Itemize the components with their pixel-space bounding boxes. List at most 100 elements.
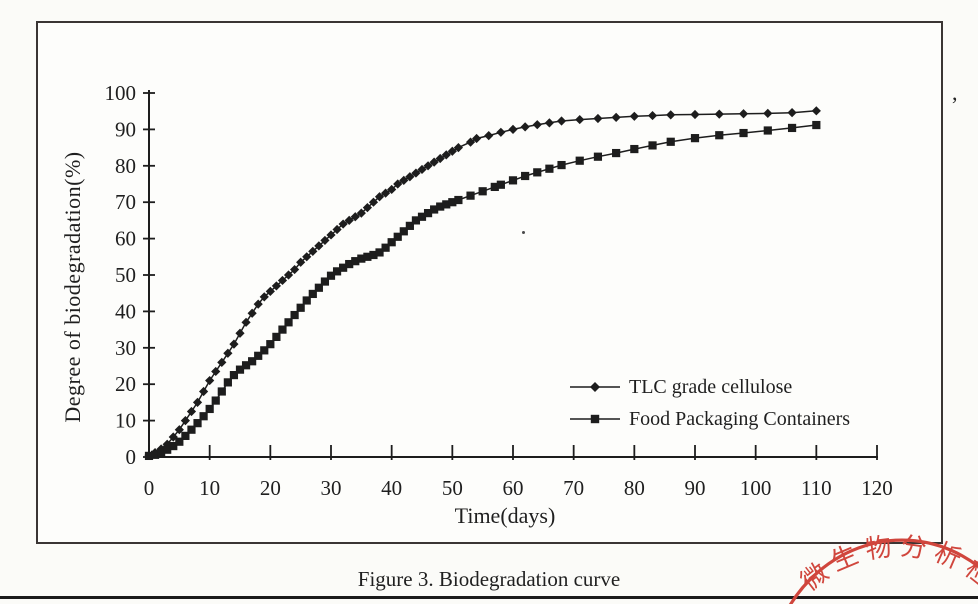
diamond-marker: [411, 168, 421, 178]
diamond-marker: [556, 116, 567, 126]
square-marker: [302, 296, 311, 305]
square-marker: [308, 289, 317, 299]
diamond-marker: [399, 175, 409, 185]
diamond-marker: [423, 161, 433, 171]
diamond-marker: [575, 114, 585, 125]
square-marker: [787, 123, 797, 133]
y-tick-label-40: 40: [115, 299, 136, 323]
diamond-marker: [611, 112, 621, 122]
square-marker: [157, 448, 166, 457]
square-marker: [296, 303, 305, 312]
x-tick-label-120: 120: [861, 476, 893, 500]
square-marker: [169, 441, 178, 451]
diamond-marker: [205, 375, 215, 386]
diamond-marker: [520, 122, 530, 132]
square-marker: [405, 221, 414, 230]
diamond-marker: [326, 230, 336, 240]
diamond-marker: [429, 157, 439, 167]
diamond-marker: [690, 109, 700, 120]
y-tick-label-80: 80: [115, 154, 136, 178]
diamond-marker: [441, 150, 451, 160]
diamond-marker: [435, 153, 445, 164]
diamond-marker: [223, 348, 233, 358]
square-marker: [181, 431, 190, 440]
x-tick-label-20: 20: [260, 476, 281, 500]
square-marker: [375, 248, 384, 257]
square-marker: [339, 263, 348, 272]
diamond-marker: [217, 357, 227, 367]
diamond-marker: [302, 252, 312, 262]
diamond-marker: [211, 366, 221, 377]
x-tick-label-60: 60: [503, 476, 524, 500]
square-marker: [163, 445, 172, 454]
square-marker: [357, 254, 366, 263]
diamond-marker: [277, 275, 288, 286]
square-marker: [666, 137, 675, 146]
square-marker: [229, 371, 239, 380]
diamond-marker: [647, 110, 658, 121]
square-marker: [187, 425, 196, 434]
square-marker: [557, 160, 566, 170]
square-marker: [332, 267, 342, 276]
square-marker: [545, 164, 554, 173]
square-marker: [466, 191, 475, 200]
square-marker: [612, 148, 621, 158]
square-marker: [442, 200, 451, 209]
diamond-marker: [811, 106, 821, 116]
diamond-marker: [199, 386, 209, 397]
square-marker: [217, 387, 226, 396]
ink-speck: [522, 231, 525, 234]
page-footer-rule: [0, 596, 978, 599]
square-marker: [423, 209, 433, 218]
diamond-marker: [332, 224, 342, 235]
square-marker: [430, 205, 439, 214]
diamond-marker: [320, 235, 330, 246]
square-marker: [533, 168, 542, 177]
square-marker: [630, 144, 639, 154]
square-marker: [411, 216, 421, 225]
square-marker: [254, 351, 263, 360]
square-marker: [363, 252, 372, 261]
y-tick-label-50: 50: [115, 263, 136, 287]
square-marker: [508, 176, 518, 185]
square-marker: [241, 361, 251, 370]
square-marker: [314, 283, 323, 292]
diamond-marker: [787, 108, 797, 118]
square-marker: [812, 120, 821, 130]
diamond-marker: [296, 257, 306, 267]
chart-legend: TLC grade cellulose Food Packaging Conta…: [570, 371, 850, 435]
diamond-series-marker-icon: [570, 382, 620, 392]
diamond-marker: [308, 246, 318, 256]
diamond-marker: [447, 146, 457, 156]
square-marker: [345, 259, 354, 269]
square-marker: [150, 450, 160, 459]
x-tick-label-30: 30: [321, 476, 342, 500]
y-tick-label-60: 60: [115, 227, 136, 251]
diamond-marker: [356, 208, 366, 218]
diamond-marker: [229, 339, 239, 349]
diamond-marker: [387, 184, 397, 195]
diamond-marker: [417, 164, 427, 175]
diamond-marker: [381, 188, 391, 198]
square-marker: [387, 238, 396, 247]
diamond-marker: [314, 241, 324, 251]
square-marker: [326, 271, 336, 280]
diamond-marker: [362, 203, 372, 213]
square-marker: [393, 232, 402, 241]
diamond-marker: [259, 292, 269, 302]
square-marker: [278, 325, 287, 334]
square-marker: [320, 277, 330, 286]
diamond-marker: [763, 108, 773, 118]
diamond-marker: [186, 406, 197, 417]
square-marker: [648, 141, 657, 150]
biodegradation-line-chart: 0 10 20 30 40 50 60 70 80 90 100 0 10 20 30 40 50 60 70 80 9…: [105, 81, 893, 500]
square-marker: [211, 396, 220, 405]
x-axis-title: Time(days): [454, 503, 556, 528]
diamond-marker: [738, 109, 749, 119]
y-tick-label-0: 0: [126, 445, 137, 469]
diamond-marker: [532, 120, 542, 130]
diamond-marker: [465, 137, 476, 147]
x-tick-label-10: 10: [199, 476, 220, 500]
x-tick-label-110: 110: [801, 476, 832, 500]
square-marker: [763, 126, 772, 135]
